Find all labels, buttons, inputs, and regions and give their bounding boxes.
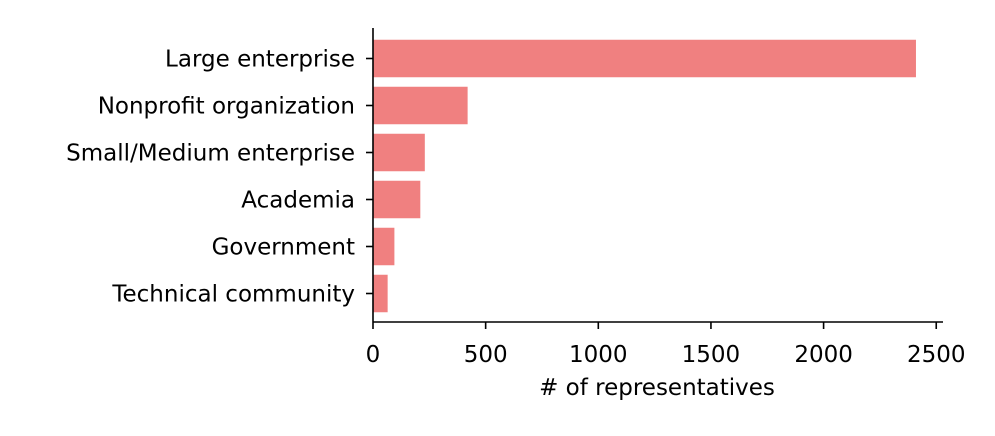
bar-nonprofit-organization: [373, 87, 468, 125]
x-tick-label-2500: 2500: [907, 342, 966, 368]
bar-small-medium-enterprise: [373, 134, 425, 172]
bars-layer: [373, 40, 916, 313]
y-tick-label-government: Government: [212, 235, 355, 261]
x-tick-label-2000: 2000: [794, 342, 853, 368]
y-tick-label-academia: Academia: [241, 188, 355, 214]
x-tick-label-500: 500: [464, 342, 508, 368]
bar-large-enterprise: [373, 40, 916, 78]
y-tick-label-small-medium-enterprise: Small/Medium enterprise: [66, 141, 355, 167]
x-tick-label-1000: 1000: [569, 342, 628, 368]
x-tick-label-1500: 1500: [682, 342, 741, 368]
y-tick-label-large-enterprise: Large enterprise: [165, 47, 355, 73]
y-tick-label-technical-community: Technical community: [111, 282, 355, 308]
x-tick-label-0: 0: [366, 342, 381, 368]
bar-government: [373, 228, 394, 266]
y-tick-label-nonprofit-organization: Nonprofit organization: [98, 94, 355, 120]
x-axis-title: # of representatives: [539, 375, 775, 401]
bar-technical-community: [373, 275, 388, 313]
axes-layer: Large enterprise Nonprofit organization Sm…: [66, 28, 965, 368]
bar-academia: [373, 181, 420, 219]
